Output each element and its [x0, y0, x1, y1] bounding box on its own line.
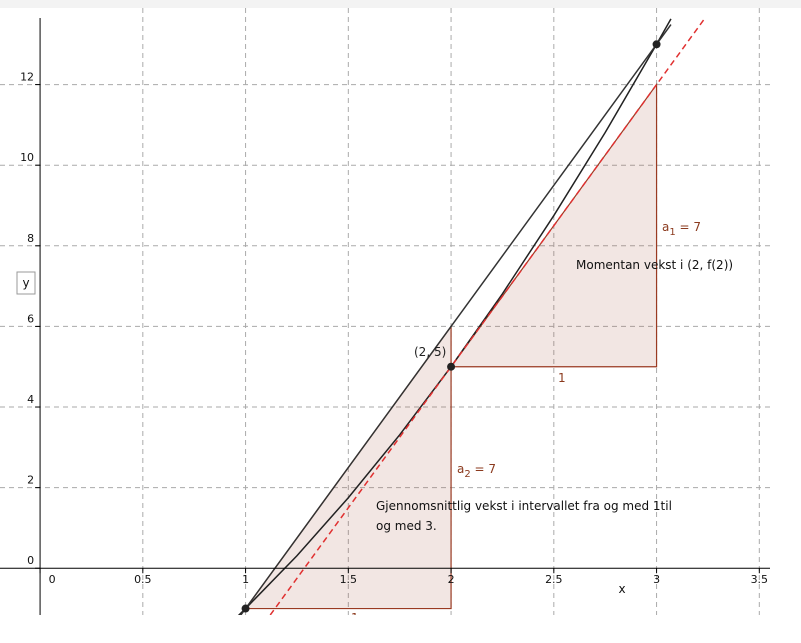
- annotation-text: Momentan vekst i (2, f(2)): [576, 258, 733, 272]
- x-tick-label: 3: [653, 573, 660, 586]
- annotation-sub: 1: [669, 227, 675, 238]
- x-tick-label: 2: [448, 573, 455, 586]
- y-tick-label: 8: [27, 232, 34, 245]
- graph-line: [239, 24, 672, 615]
- annotation: og med 3.: [376, 519, 437, 533]
- y-tick-label: 10: [20, 151, 34, 164]
- annotation-after: = 7: [676, 220, 701, 234]
- annotation-text: (2, 5): [414, 345, 446, 359]
- x-tick-label: 0.5: [134, 573, 152, 586]
- annotation-sub: 2: [464, 469, 470, 480]
- point: [241, 604, 250, 613]
- annotation: 1: [558, 371, 566, 385]
- y-tick-label: 4: [27, 393, 34, 406]
- annotation-text: a: [457, 462, 464, 476]
- annotation: a2 = 7: [457, 462, 496, 480]
- y-axis-label: y: [22, 276, 29, 290]
- x-tick-label: 3.5: [751, 573, 769, 586]
- annotation-text: 1: [558, 371, 566, 385]
- x-tick-label: 1: [242, 573, 249, 586]
- point: [447, 362, 456, 371]
- graph-line: [269, 16, 707, 615]
- y-label-box: [16, 271, 36, 295]
- annotation: Gjennomsnittlig vekst i intervallet fra …: [376, 499, 672, 513]
- point: [652, 40, 661, 49]
- y-tick-label: 0: [27, 554, 34, 567]
- annotation: Momentan vekst i (2, f(2)): [576, 258, 733, 272]
- y-tick-label: 12: [20, 71, 34, 84]
- x-tick-label: 2.5: [545, 573, 563, 586]
- annotation-text: a: [662, 220, 669, 234]
- y-tick-label: 6: [27, 312, 34, 325]
- plot-area: [0, 8, 770, 615]
- annotation-text: 1: [351, 611, 359, 625]
- x-axis-label: x: [618, 582, 625, 596]
- annotation: 1: [351, 611, 359, 625]
- top-bar: [0, 0, 801, 8]
- y-tick-label: 2: [27, 474, 34, 487]
- annotation-after: = 7: [471, 462, 496, 476]
- annotation: a1 = 7: [662, 220, 701, 238]
- x-tick-label: 1.5: [340, 573, 358, 586]
- annotation: (2, 5): [414, 345, 446, 359]
- x-tick-label: 0: [49, 573, 56, 586]
